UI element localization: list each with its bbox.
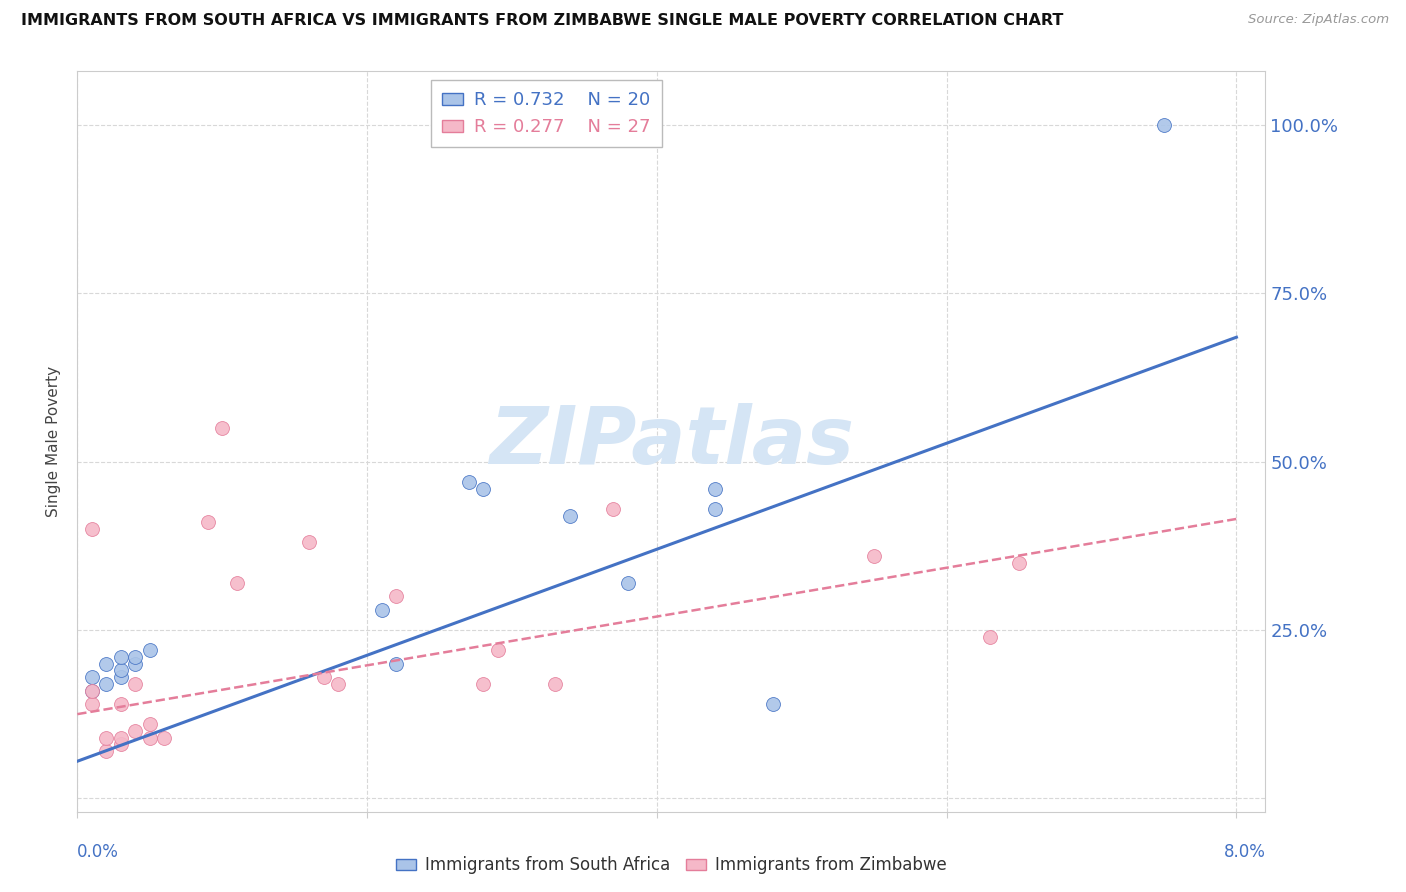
Legend: Immigrants from South Africa, Immigrants from Zimbabwe: Immigrants from South Africa, Immigrants… [389,850,953,881]
Point [1153,118,1175,132]
Point [370,603,392,617]
Point [110,738,132,752]
Point [139,731,162,745]
Point [80,522,103,536]
Point [544,677,567,691]
Text: 0.0%: 0.0% [77,843,120,861]
Point [139,643,162,657]
Point [110,731,132,745]
Point [703,482,725,496]
Point [225,575,247,590]
Point [197,516,219,530]
Point [558,508,581,523]
Point [1008,556,1031,570]
Point [602,501,624,516]
Point [385,657,408,671]
Point [80,683,103,698]
Text: Source: ZipAtlas.com: Source: ZipAtlas.com [1249,13,1389,27]
Point [979,630,1001,644]
Point [486,643,509,657]
Point [385,590,408,604]
Point [96,677,118,691]
Point [457,475,479,489]
Point [80,670,103,684]
Y-axis label: Single Male Poverty: Single Male Poverty [46,366,62,517]
Point [110,649,132,664]
Point [110,697,132,711]
Text: IMMIGRANTS FROM SOUTH AFRICA VS IMMIGRANTS FROM ZIMBABWE SINGLE MALE POVERTY COR: IMMIGRANTS FROM SOUTH AFRICA VS IMMIGRAN… [21,13,1063,29]
Text: 8.0%: 8.0% [1223,843,1265,861]
Point [124,657,146,671]
Point [80,683,103,698]
Point [298,535,321,549]
Point [326,677,349,691]
Point [617,575,640,590]
Point [472,677,495,691]
Point [703,501,725,516]
Point [139,717,162,731]
Point [762,697,785,711]
Point [96,744,118,758]
Point [96,657,118,671]
Point [312,670,335,684]
Text: ZIPatlas: ZIPatlas [489,402,853,481]
Point [124,649,146,664]
Point [96,731,118,745]
Point [80,697,103,711]
Point [153,731,176,745]
Point [472,482,495,496]
Point [211,421,233,435]
Point [110,670,132,684]
Point [863,549,886,563]
Point [124,723,146,738]
Point [110,664,132,678]
Point [124,677,146,691]
